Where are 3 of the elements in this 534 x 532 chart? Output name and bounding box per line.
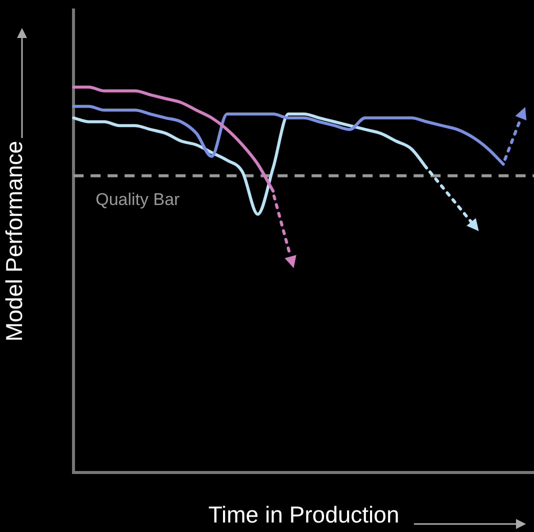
- ref-line-label: Quality Bar: [96, 190, 180, 209]
- y-axis-title: Model Performance: [1, 140, 28, 342]
- x-axis-title: Time in Production: [208, 502, 400, 528]
